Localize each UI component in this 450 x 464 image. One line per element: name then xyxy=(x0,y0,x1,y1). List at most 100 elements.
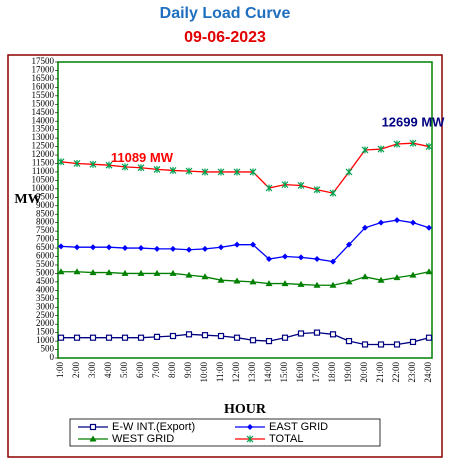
x-tick-label: 3:00 xyxy=(87,362,97,379)
marker xyxy=(281,280,289,287)
marker xyxy=(249,337,257,344)
annotation: 12699 MW xyxy=(382,115,446,130)
marker xyxy=(426,224,432,231)
y-tick-label: 17000 xyxy=(32,65,55,75)
y-tick-label: 7000 xyxy=(36,234,55,244)
marker xyxy=(393,140,401,148)
marker xyxy=(265,280,273,287)
marker xyxy=(265,184,273,192)
x-tick-label: 9:00 xyxy=(183,362,193,379)
y-tick-label: 1000 xyxy=(36,335,55,345)
y-tick-label: 16000 xyxy=(32,81,55,91)
marker xyxy=(425,334,433,341)
marker xyxy=(314,256,320,263)
marker xyxy=(121,163,129,171)
marker xyxy=(137,164,145,172)
legend-item: TOTAL xyxy=(235,433,303,445)
marker xyxy=(89,160,97,168)
marker xyxy=(249,278,257,285)
marker xyxy=(409,271,417,278)
marker xyxy=(393,341,401,348)
marker xyxy=(153,165,161,173)
marker xyxy=(234,241,240,248)
series-line xyxy=(60,142,430,194)
y-tick-label: 1500 xyxy=(36,327,55,337)
marker xyxy=(217,276,225,283)
marker xyxy=(233,334,241,341)
marker xyxy=(105,269,113,276)
y-tick-label: 15500 xyxy=(32,90,55,100)
y-tick-label: 5500 xyxy=(36,259,55,269)
y-axis-label: MW xyxy=(14,192,41,207)
marker xyxy=(377,145,385,153)
legend-marker xyxy=(247,424,253,430)
marker xyxy=(169,166,177,174)
marker xyxy=(153,269,161,276)
chart-subtitle: 09-06-2023 xyxy=(184,29,266,46)
marker xyxy=(345,168,353,176)
legend-marker xyxy=(89,435,97,442)
y-tick-label: 17500 xyxy=(32,56,55,66)
marker xyxy=(169,332,177,340)
series-line xyxy=(61,271,430,286)
marker xyxy=(425,268,433,275)
x-tick-label: 20:00 xyxy=(359,362,369,383)
marker xyxy=(298,254,304,261)
marker xyxy=(169,269,177,276)
marker xyxy=(57,158,65,166)
y-tick-label: 13500 xyxy=(32,124,55,134)
marker xyxy=(313,329,321,336)
y-tick-label: 8000 xyxy=(36,217,55,227)
y-tick-label: 6000 xyxy=(36,251,55,261)
x-tick-label: 19:00 xyxy=(343,362,353,383)
marker xyxy=(345,337,353,345)
y-tick-label: 7500 xyxy=(36,225,55,235)
x-tick-label: 12:00 xyxy=(231,362,241,383)
marker xyxy=(106,244,112,251)
y-tick-label: 3000 xyxy=(36,301,55,311)
x-tick-label: 21:00 xyxy=(375,362,385,383)
x-tick-label: 5:00 xyxy=(119,362,129,379)
marker xyxy=(281,334,289,341)
marker xyxy=(282,253,288,260)
marker xyxy=(361,146,369,154)
marker xyxy=(297,280,305,287)
y-tick-label: 16500 xyxy=(32,73,55,83)
marker xyxy=(121,334,129,341)
annotation: 11089 MW xyxy=(111,150,174,165)
y-tick-label: 4000 xyxy=(36,284,55,294)
marker xyxy=(313,281,321,288)
marker xyxy=(346,241,352,248)
marker xyxy=(122,245,128,252)
marker xyxy=(249,168,257,176)
marker xyxy=(378,219,384,226)
marker xyxy=(345,278,353,285)
marker xyxy=(361,273,369,280)
marker xyxy=(201,332,209,339)
y-tick-label: 8500 xyxy=(36,208,55,218)
x-tick-label: 23:00 xyxy=(407,362,417,383)
legend-item: E-W INT.(Export) xyxy=(78,421,195,433)
legend-item: WEST GRID xyxy=(78,433,174,445)
marker xyxy=(265,337,273,345)
legend-label: WEST GRID xyxy=(112,433,174,445)
marker xyxy=(185,167,193,175)
marker xyxy=(121,269,129,276)
marker xyxy=(409,139,417,147)
marker xyxy=(201,273,209,280)
marker xyxy=(185,271,193,278)
x-tick-label: 22:00 xyxy=(391,362,401,383)
marker xyxy=(105,334,113,341)
marker xyxy=(105,161,113,169)
marker xyxy=(313,186,321,194)
x-tick-label: 13:00 xyxy=(247,362,257,383)
marker xyxy=(186,246,192,253)
y-tick-label: 2500 xyxy=(36,310,55,320)
x-tick-label: 8:00 xyxy=(167,362,177,379)
marker xyxy=(185,331,193,338)
y-tick-label: 500 xyxy=(41,344,55,354)
marker xyxy=(266,256,272,263)
marker xyxy=(330,258,336,265)
x-tick-label: 6:00 xyxy=(135,362,145,379)
